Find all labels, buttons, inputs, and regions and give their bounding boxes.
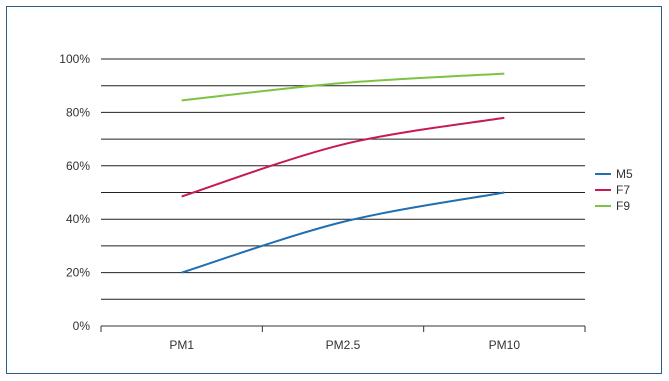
x-tick-label: PM2.5 bbox=[326, 338, 361, 352]
legend-label-f9: F9 bbox=[616, 199, 630, 213]
y-tick-label: 80% bbox=[66, 105, 90, 119]
y-tick-label: 100% bbox=[59, 52, 90, 66]
y-tick-label: 60% bbox=[66, 159, 90, 173]
legend: M5 F7 F9 bbox=[595, 167, 633, 213]
chart-frame bbox=[6, 6, 662, 374]
series-line-f9 bbox=[181, 72, 505, 102]
series-lines bbox=[181, 72, 505, 274]
legend-label-f7: F7 bbox=[616, 183, 630, 197]
y-axis-tick-labels: 0% 20% 40% 60% 80% 100% bbox=[59, 52, 90, 333]
series-line-m5 bbox=[181, 191, 505, 274]
y-tick-label: 40% bbox=[66, 212, 90, 226]
series-line-f7 bbox=[181, 116, 505, 198]
y-tick-label: 20% bbox=[66, 266, 90, 280]
legend-label-m5: M5 bbox=[616, 167, 633, 181]
grid-lines bbox=[101, 58, 585, 327]
x-axis: PM1 PM2.5 PM10 bbox=[100, 326, 586, 352]
x-tick-label: PM10 bbox=[489, 338, 521, 352]
x-tick-label: PM1 bbox=[169, 338, 194, 352]
y-tick-label: 0% bbox=[73, 319, 91, 333]
